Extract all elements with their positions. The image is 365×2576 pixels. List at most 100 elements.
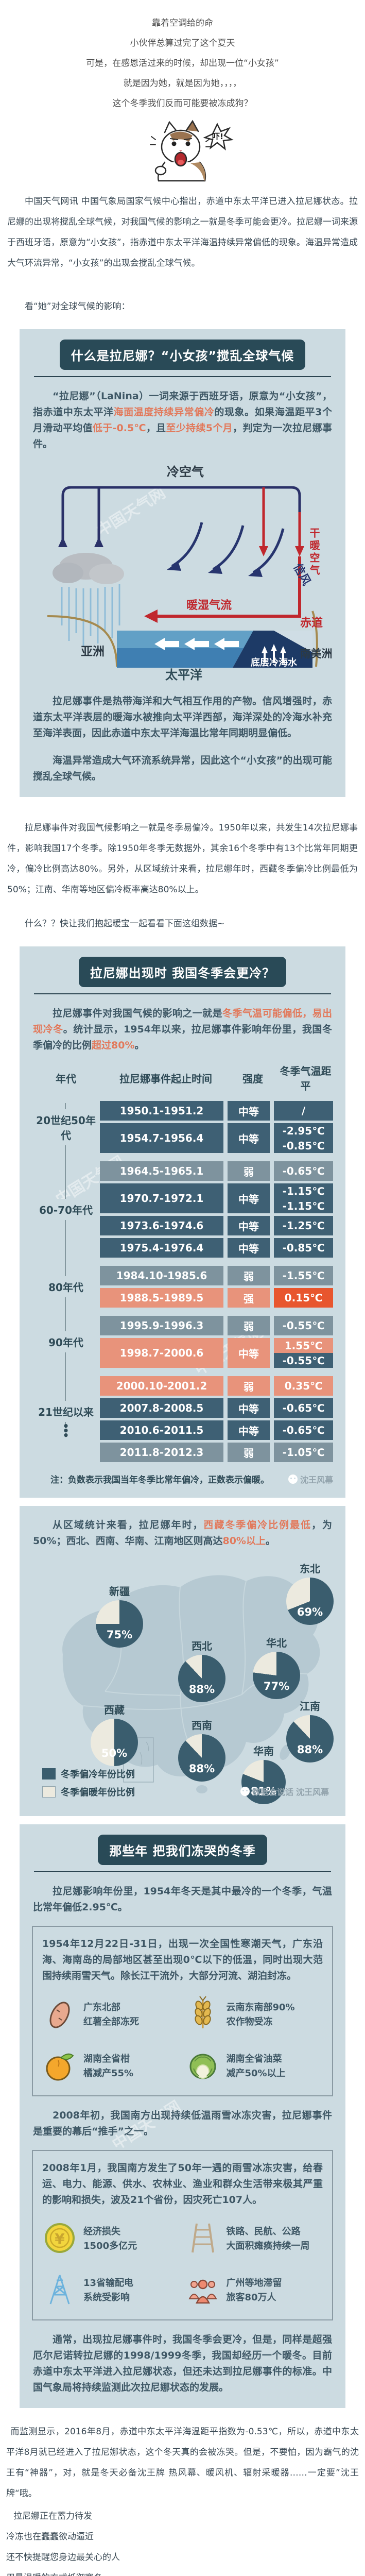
- region-name: 西南: [192, 1719, 212, 1732]
- highlighted-text: 80%以上: [222, 1535, 266, 1547]
- cabbage-icon: [184, 2047, 221, 2086]
- lanina-definition: “拉尼娜”（LaNina）一词来源于西班牙语，原意为“小女孩”，指赤道中东太平洋…: [33, 388, 332, 452]
- cold-ratio-value: 88%: [188, 1762, 215, 1775]
- event-2008-text: 2008年1月，我国南方发生了50年一遇的雨雪冰冻灾害，给春运、电力、能源、供水…: [42, 2162, 323, 2206]
- credit-badge: 沈王风幕: [288, 1473, 333, 1485]
- header-anomaly: 冬季气温距平: [280, 1065, 332, 1092]
- era-rows: 2000.10-2001.2 弱 0.35℃ 2007.8-2008.5 中等 -0.65…: [100, 1376, 333, 1462]
- hainan-island: [196, 1785, 207, 1793]
- anomaly-value: -0.65℃: [274, 1398, 333, 1418]
- table-row: 1964.5-1965.1 弱 -0.65℃: [100, 1161, 333, 1181]
- region-name: 西藏: [104, 1704, 125, 1716]
- impact-box-2008: 2008年1月，我国南方发生了50年一遇的雨雪冰冻灾害，给春运、电力、能源、供水…: [32, 2150, 333, 2320]
- highlighted-text: 西藏冬季偏冷比例最低: [203, 1519, 312, 1531]
- legend-item: 冬季偏暖年份比例: [42, 1785, 135, 1799]
- impact-label: 云南东南部90% 农作物受冻: [226, 2002, 295, 2027]
- region-name: 江南: [300, 1700, 320, 1713]
- text-segment: ，判定为一次拉尼娜事件。: [33, 422, 332, 450]
- strength-cell: 弱: [228, 1376, 270, 1396]
- highlighted-text: 海面温度持续异常偏冷: [113, 406, 215, 418]
- impact-item: 湖南全省油菜 减产50%以上: [184, 2047, 324, 2086]
- highlighted-text: 超过80%: [92, 1040, 135, 1051]
- period-cell: 1970.7-1972.1: [100, 1183, 223, 1213]
- anomaly-value: -0.65℃: [274, 1161, 333, 1181]
- table-row: 2010.6-2011.5 中等 -0.65℃: [100, 1420, 333, 1440]
- period-cell: 2007.8-2008.5: [100, 1398, 223, 1418]
- cold-ratio-pie: 77%: [253, 1652, 300, 1699]
- circulation-diagram-graphic: 冷空气 干暖空气 暖湿气流: [47, 465, 333, 682]
- impact-label: 湖南全省油菜 减产50%以上: [226, 2054, 286, 2079]
- table-header: 年代 拉尼娜事件起止时间 强度 冬季气温距平: [32, 1063, 333, 1093]
- intro-line: 这个冬季我们反而可能要被冻成狗？: [112, 98, 253, 109]
- people-icon: [184, 2271, 221, 2310]
- table-row: 1995.9-1996.3 弱 -0.55℃: [100, 1316, 333, 1335]
- cold-ratio-value: 75%: [106, 1629, 133, 1641]
- period-cell: 2010.6-2011.5: [100, 1420, 223, 1440]
- strength-cell: 中等: [228, 1123, 270, 1153]
- lanina-effect: 海温异常造成大气环流系统异常，因此这个“小女孩”的出现可能搅乱全球气候。: [33, 755, 332, 782]
- coldest-winter-1954: 拉尼娜影响年份里，1954年冬天是其中最冷的一个冬季，气温比常年偏低2.95℃。: [33, 1886, 332, 1913]
- outro-line: 冷冻也在蠢蠢欲动逼近: [6, 2532, 94, 2542]
- impact-item: 湖南全省柑 橘减产55%: [41, 2047, 181, 2086]
- cold-swatch-icon: [42, 1768, 56, 1780]
- orange-icon: [41, 2047, 78, 2086]
- timeline-dots: • • •: [62, 1419, 69, 1442]
- table-row: 1975.4-1976.4 中等 -0.85℃: [100, 1238, 333, 1258]
- region-pie-江南: 江南 88%: [283, 1698, 337, 1762]
- cold-ratio-value: 88%: [188, 1683, 215, 1696]
- table-row: 1984.10-1985.6 弱 -1.55℃: [100, 1266, 333, 1285]
- bottom-cold-water-label: 底层冷海水: [251, 657, 298, 668]
- cold-air-label: 冷空气: [167, 465, 204, 479]
- text-segment: 的现象。如果海温距平3个月滑动平均值: [33, 406, 332, 434]
- strength-cell: 强: [228, 1288, 270, 1308]
- title-divider: [34, 993, 331, 994]
- anomaly-value: -1.15℃: [274, 1183, 333, 1198]
- highlighted-text: 低于-0.5℃: [92, 422, 146, 434]
- anomaly-cell: -0.85℃: [274, 1238, 333, 1258]
- impact-label: 广州等地滞留 旅客80万人: [226, 2278, 282, 2303]
- era-rows: 1995.9-1996.3 弱 -0.55℃ 1998.7-2000.6 中等 1.55℃…: [100, 1316, 333, 1368]
- legend-label: 冬季偏冷年份比例: [61, 1769, 135, 1780]
- table-row: 1950.1-1951.2 中等 /: [100, 1101, 333, 1121]
- era-label: 20世纪50年代: [32, 1109, 100, 1145]
- period-cell: 1995.9-1996.3: [100, 1316, 223, 1335]
- table-note: 注：负数表示我国当年冬季比常年偏冷，正数表示偏暖。: [50, 1475, 269, 1485]
- strength-cell: 中等: [228, 1398, 270, 1418]
- news-paragraph: 中国天气网讯 中国气象局国家气候中心指出，赤道中东太平洋已进入拉尼娜状态。拉尼娜…: [7, 196, 358, 268]
- infographic3-title: 那些年 把我们冻哭的冬季: [98, 1835, 267, 1865]
- anomaly-cell: 1.55℃ -0.55℃: [274, 1338, 333, 1368]
- text-segment: “拉尼娜”（LaNina）一词来源于西班牙语，原意为“小女孩”，指赤道中东太平洋: [33, 391, 332, 418]
- region-pie-西南: 西南 88%: [175, 1717, 229, 1782]
- strength-cell: 中等: [228, 1338, 270, 1368]
- region-pie-华北: 华北 77%: [250, 1635, 303, 1699]
- era-label: 60-70年代: [39, 1199, 93, 1220]
- era-label: 21世纪以来: [38, 1400, 94, 1422]
- table-row: 2000.10-2001.2 弱 0.35℃: [100, 1376, 333, 1396]
- region-pie-新疆: 新疆 75%: [93, 1583, 146, 1648]
- table-row: 1998.7-2000.6 中等 1.55℃ -0.55℃: [100, 1338, 333, 1368]
- period-cell: 1954.7-1956.4: [100, 1123, 223, 1153]
- era-cell: 20世纪50年代: [32, 1109, 100, 1145]
- anomaly-cell: -1.25℃: [274, 1216, 333, 1235]
- period-cell: 1984.10-1985.6: [100, 1266, 223, 1285]
- pacific-label: 太平洋: [165, 668, 202, 682]
- asia-label: 亚洲: [81, 645, 105, 658]
- period-cell: 1964.5-1965.1: [100, 1161, 223, 1181]
- cold-ratio-pie: 75%: [96, 1600, 143, 1648]
- strength-cell: 中等: [228, 1216, 270, 1235]
- coin-icon: ¥: [41, 2219, 78, 2259]
- anomaly-cell: /: [274, 1101, 333, 1121]
- impact-label: 经济损失 1500多亿元: [83, 2226, 137, 2251]
- china-cold-probability-map: 新疆 75% 东北 69% 西北 88% 华北 77% 西藏 50% 西南 88% 江南 88% 华南 81%…: [32, 1556, 334, 1804]
- anomaly-value: -1.15℃: [274, 1198, 333, 1213]
- infographic1-title: 什么是拉尼娜？“小女孩”搅乱全球气候: [59, 340, 306, 370]
- intro-line: 就是因为她，就是因为她，，，，: [123, 78, 242, 89]
- anomaly-cell: -1.55℃: [274, 1266, 333, 1285]
- infographic2-title: 拉尼娜出现时 我国冬季会更冷？: [78, 957, 287, 987]
- winter-cold-statistics: 拉尼娜事件对我国气候的影响之一就是冬季气温可能偏低，易出现冷冬。统计显示，195…: [33, 1006, 332, 1054]
- header-period: 拉尼娜事件起止时间: [119, 1072, 212, 1085]
- sweet-potato-icon: [41, 1995, 78, 2035]
- legend-label: 冬季偏暖年份比例: [61, 1787, 135, 1798]
- era-timeline: [65, 1103, 66, 1428]
